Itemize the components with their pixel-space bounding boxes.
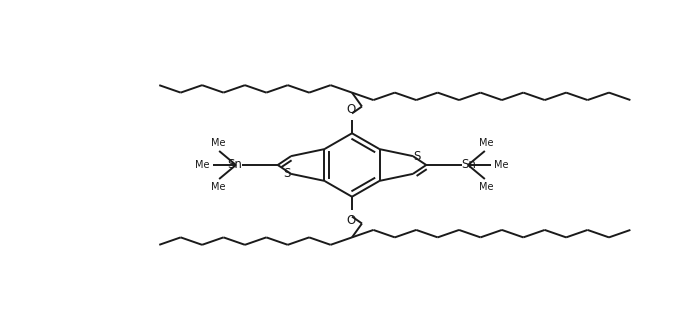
Text: Me: Me xyxy=(211,138,225,148)
Text: O: O xyxy=(346,103,356,116)
Text: Sn: Sn xyxy=(461,158,477,170)
Text: O: O xyxy=(346,214,356,227)
Text: Sn: Sn xyxy=(228,158,242,170)
Text: S: S xyxy=(284,167,290,180)
Text: Me: Me xyxy=(211,182,225,192)
Text: Me: Me xyxy=(479,138,493,148)
Text: Me: Me xyxy=(494,160,509,170)
Text: Me: Me xyxy=(479,182,493,192)
Text: S: S xyxy=(413,150,421,163)
Text: Me: Me xyxy=(195,160,210,170)
